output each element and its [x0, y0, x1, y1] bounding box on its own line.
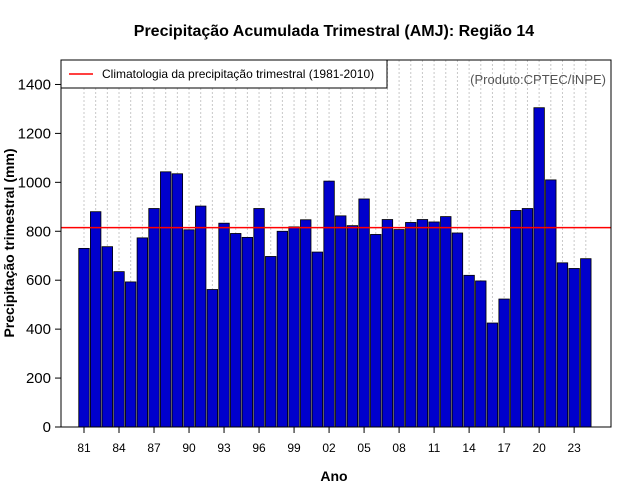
product-credit: (Produto:CPTEC/INPE) — [470, 72, 606, 87]
bar-1991 — [195, 205, 207, 428]
x-tick-label-2008: 08 — [392, 441, 406, 455]
bar-1992 — [206, 289, 219, 428]
bar-1987 — [148, 208, 160, 428]
bar-1983 — [101, 246, 113, 428]
y-axis-title: Precipitação trimestral (mm) — [1, 148, 17, 337]
bar-2011 — [428, 221, 440, 428]
x-axis: 81 84 87 90 93 96 99 02 05 08 11 14 17 20 23 — [77, 427, 581, 455]
bar-2005 — [358, 198, 370, 428]
bar-1982 — [90, 211, 102, 428]
legend-box — [60, 59, 388, 89]
y-tick-label-0: 0 — [43, 419, 51, 436]
x-tick-label-2023: 23 — [567, 441, 581, 455]
x-tick-label-2017: 17 — [497, 441, 511, 455]
x-tick-label-2005: 05 — [357, 441, 371, 455]
bar-2014 — [463, 274, 475, 428]
bar-2017 — [498, 298, 510, 428]
chart-title: Precipitação Acumulada Trimestral (AMJ):… — [134, 23, 535, 40]
bar-1990 — [183, 229, 195, 428]
bar-1986 — [136, 237, 149, 428]
x-tick-label-1999: 99 — [287, 441, 301, 455]
y-tick-label-1200: 1200 — [18, 125, 51, 142]
bar-2006 — [370, 234, 382, 428]
bar-2001 — [311, 251, 324, 428]
bar-1989 — [171, 173, 184, 428]
bar-1984 — [113, 271, 125, 428]
bar-1998 — [276, 230, 289, 428]
x-tick-label-2014: 14 — [462, 441, 476, 455]
bar-1996 — [253, 208, 265, 428]
bar-2000 — [300, 219, 312, 428]
bar-1999 — [288, 226, 300, 428]
bar-2003 — [335, 215, 347, 428]
x-tick-label-1984: 84 — [112, 441, 126, 455]
bar-2013 — [451, 232, 464, 428]
x-tick-label-1987: 87 — [147, 441, 161, 455]
bar-2010 — [416, 219, 429, 428]
x-tick-label-2020: 20 — [532, 441, 546, 455]
bar-1988 — [160, 171, 172, 428]
y-tick-label-200: 200 — [26, 370, 51, 387]
bar-1993 — [218, 222, 230, 428]
x-tick-label-1990: 90 — [182, 441, 196, 455]
bar-1997 — [265, 256, 277, 428]
y-tick-label-1000: 1000 — [18, 174, 51, 191]
x-tick-label-2002: 02 — [322, 441, 336, 455]
bar-2019 — [521, 208, 534, 428]
y-tick-label-800: 800 — [26, 223, 51, 240]
bar-2015 — [475, 280, 487, 428]
bar-2012 — [440, 216, 452, 428]
bar-2016 — [486, 322, 499, 428]
y-axis: 0 200 400 600 800 1000 1200 1400 — [18, 76, 61, 436]
x-axis-title: Ano — [320, 468, 347, 484]
bar-2022 — [556, 262, 569, 428]
bar-2008 — [393, 229, 405, 428]
legend-label: Climatologia da precipitação trimestral … — [102, 67, 374, 81]
y-tick-label-400: 400 — [26, 321, 51, 338]
y-tick-label-600: 600 — [26, 272, 51, 289]
bar-1985 — [125, 281, 137, 428]
bar-series — [78, 107, 592, 428]
bar-2007 — [381, 219, 394, 428]
x-tick-label-1981: 81 — [77, 441, 91, 455]
bar-2004 — [346, 225, 359, 428]
bar-1995 — [241, 236, 254, 428]
bar-2002 — [323, 180, 335, 428]
bar-2020 — [533, 107, 545, 428]
bar-2024 — [580, 258, 592, 428]
bar-2023 — [568, 268, 580, 428]
y-tick-label-1400: 1400 — [18, 76, 51, 93]
bar-2021 — [545, 179, 557, 428]
bar-2018 — [510, 210, 522, 428]
legend: Climatologia da precipitação trimestral … — [60, 59, 388, 89]
bar-2009 — [405, 222, 417, 428]
x-tick-label-1993: 93 — [217, 441, 231, 455]
x-tick-label-2011: 11 — [428, 441, 441, 455]
bar-1994 — [230, 233, 242, 428]
bar-1981 — [78, 247, 90, 428]
x-tick-label-1996: 96 — [252, 441, 266, 455]
